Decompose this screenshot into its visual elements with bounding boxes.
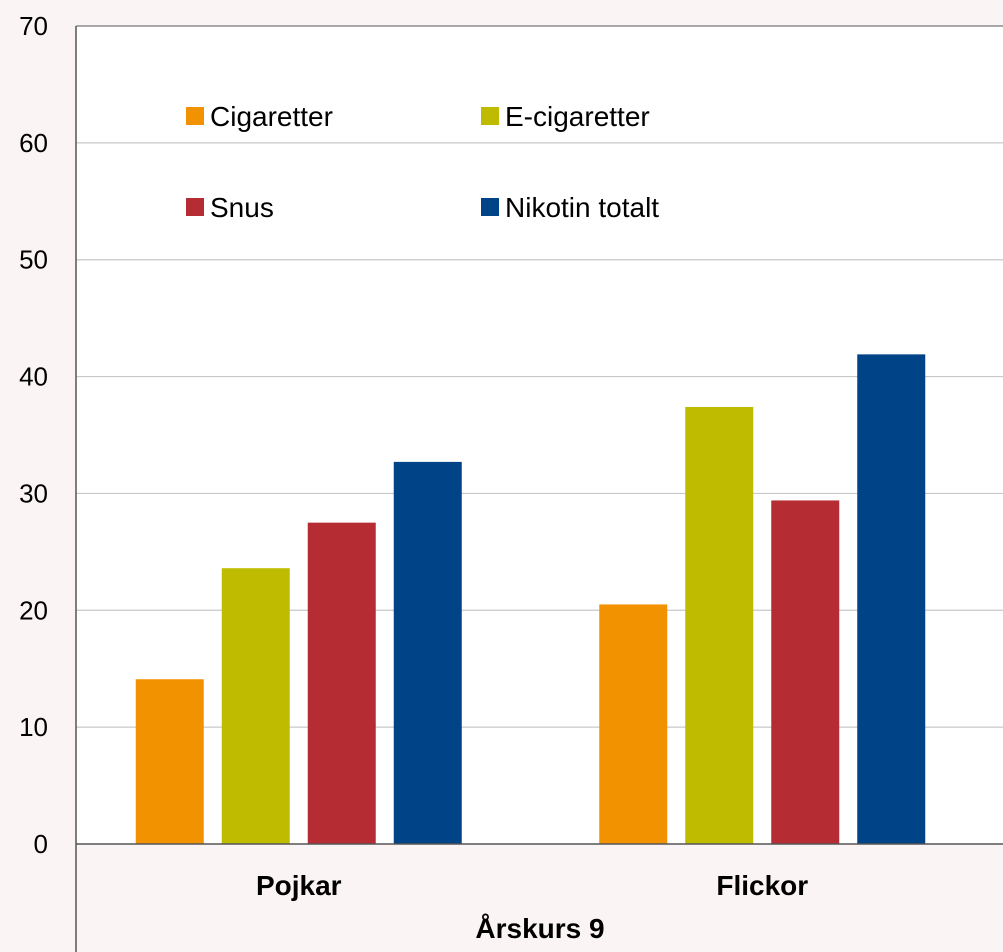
legend: Cigaretter E-cigaretter Snus Nikotin totalt (186, 101, 659, 223)
y-tick-label: 60 (19, 128, 48, 158)
legend-label: Snus (210, 192, 274, 223)
legend-label: Cigaretter (210, 101, 333, 132)
bar (393, 461, 462, 844)
y-tick-label: 30 (19, 478, 48, 508)
legend-swatch (481, 107, 499, 125)
y-tick-label: 20 (19, 595, 48, 625)
bar (599, 604, 668, 844)
legend-label: Nikotin totalt (505, 192, 659, 223)
category-label: Pojkar (256, 870, 342, 901)
bar (221, 568, 290, 844)
bar (857, 354, 926, 844)
y-tick-label: 10 (19, 712, 48, 742)
category-label: Flickor (716, 870, 808, 901)
x-axis-group-label: Årskurs 9 (475, 913, 604, 944)
bars (135, 354, 926, 844)
bar (771, 500, 840, 844)
bar (135, 679, 204, 844)
category-labels: Pojkar Flickor (256, 870, 808, 901)
legend-swatch (481, 198, 499, 216)
legend-label: E-cigaretter (505, 101, 650, 132)
legend-swatch (186, 198, 204, 216)
y-tick-label: 40 (19, 362, 48, 392)
y-tick-label: 50 (19, 245, 48, 275)
y-tick-label: 0 (34, 829, 48, 859)
bar (685, 406, 754, 844)
y-axis-ticks: 0 10 20 30 40 50 60 70 (19, 11, 48, 859)
legend-swatch (186, 107, 204, 125)
bar (307, 522, 376, 844)
y-tick-label: 70 (19, 11, 48, 41)
